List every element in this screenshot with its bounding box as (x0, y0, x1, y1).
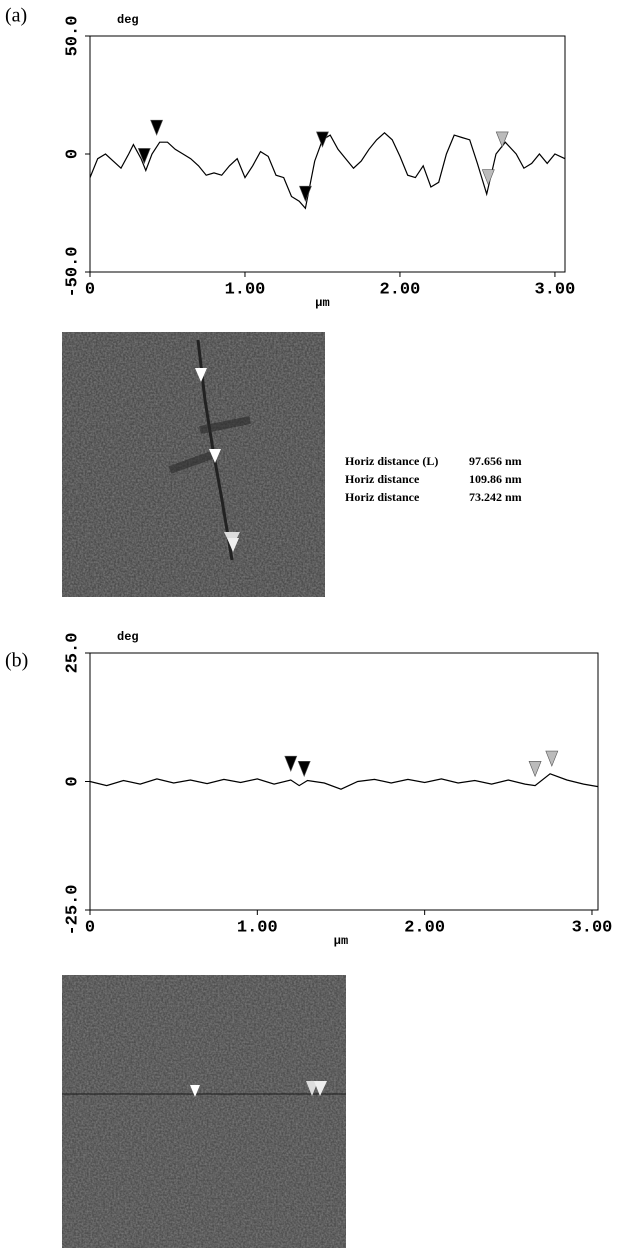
y-tick-label: 25.0 (63, 633, 82, 674)
measurement-label: Horiz distance (L) (345, 454, 438, 468)
y-unit: deg (117, 630, 139, 644)
panel-label: (b) (5, 650, 28, 672)
measurement-value: 73.242 nm (469, 490, 522, 504)
x-tick-label: 3.00 (572, 918, 613, 937)
cursor-marker (284, 755, 298, 773)
cursor-marker (545, 750, 559, 767)
plot-frame (89, 35, 566, 273)
cursor-marker (137, 148, 151, 165)
measurement-value: 109.86 nm (469, 472, 522, 486)
x-tick-label: 2.00 (404, 918, 445, 937)
measurement-value: 97.656 nm (469, 454, 522, 468)
afm-image-a (62, 332, 325, 597)
panel-label: (a) (5, 5, 27, 27)
x-tick-label: 1.00 (225, 280, 266, 299)
y-tick-label: 0 (63, 776, 82, 786)
x-axis-label: µm (334, 934, 348, 948)
x-tick-label: 0 (85, 280, 95, 299)
measurement-label: Horiz distance (345, 490, 420, 504)
x-tick-label: 2.00 (380, 280, 421, 299)
data-line (89, 131, 566, 210)
y-unit: deg (117, 13, 139, 27)
y-tick-label: -25.0 (63, 884, 82, 935)
cursor-marker (298, 185, 312, 203)
y-tick-label: -50.0 (63, 246, 82, 297)
x-tick-label: 3.00 (535, 280, 576, 299)
cursor-marker (495, 131, 509, 148)
y-tick-label: 50.0 (63, 16, 82, 57)
cursor-marker (316, 131, 329, 148)
x-axis-label: µm (315, 296, 329, 310)
x-tick-label: 0 (85, 918, 95, 937)
cursor-marker (150, 119, 164, 136)
y-tick-label: 0 (63, 149, 82, 159)
data-line (89, 773, 599, 790)
measurement-label: Horiz distance (345, 472, 420, 486)
cursor-marker (297, 761, 311, 778)
afm-image-b (62, 975, 346, 1248)
x-tick-label: 1.00 (237, 918, 278, 937)
cursor-marker (481, 169, 495, 186)
cursor-marker (528, 761, 542, 778)
